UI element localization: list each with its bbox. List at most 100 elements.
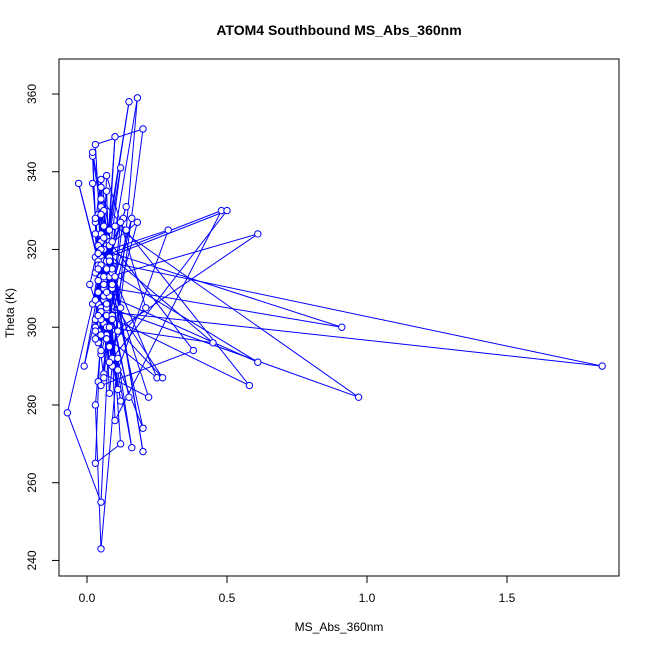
data-point (102, 265, 111, 273)
data-point (111, 272, 119, 281)
data-point (91, 327, 100, 335)
series-segment (109, 210, 228, 363)
data-point (97, 346, 105, 355)
series-segment (98, 210, 228, 262)
data-point (91, 459, 100, 467)
data-point (102, 335, 111, 343)
data-point (97, 331, 105, 339)
data-point (111, 222, 119, 230)
data-point (114, 366, 122, 374)
data-point (105, 342, 114, 351)
data-point (128, 214, 136, 223)
data-point (116, 218, 125, 226)
data-point (254, 230, 262, 238)
data-point (97, 195, 105, 203)
data-point (114, 385, 122, 394)
data-point (102, 187, 111, 195)
y-tick-label: 320 (25, 239, 39, 259)
series-segment (100, 210, 222, 258)
data-point (100, 280, 108, 289)
data-point (91, 335, 100, 343)
data-point (97, 498, 105, 506)
series-segment (98, 303, 359, 398)
data-point (97, 175, 105, 184)
data-point (94, 288, 102, 296)
series-segment (114, 225, 359, 398)
data-point (97, 381, 105, 390)
data-point (63, 409, 72, 417)
chart-title: ATOM4 Southbound MS_Abs_360nm (216, 22, 461, 38)
data-point (111, 133, 119, 141)
data-point (125, 393, 133, 401)
data-point (94, 276, 102, 285)
data-point (105, 257, 114, 265)
data-point (102, 288, 111, 296)
x-tick-label: 0.0 (79, 591, 96, 605)
data-point (128, 444, 136, 452)
data-point (97, 183, 105, 191)
data-point (91, 296, 100, 304)
y-tick-label: 260 (25, 472, 39, 492)
data-point (116, 164, 125, 172)
data-point (91, 401, 100, 409)
data-point (105, 389, 114, 398)
series-segment (109, 241, 194, 351)
data-point (100, 222, 108, 230)
data-point (164, 226, 172, 234)
series-segment (95, 443, 121, 464)
x-tick-label: 0.5 (219, 591, 236, 605)
data-point (91, 230, 100, 238)
data-point (100, 272, 108, 281)
y-tick-label: 340 (25, 161, 39, 181)
data-point (142, 304, 150, 312)
data-point (108, 237, 116, 246)
data-point (86, 280, 94, 289)
data-point (88, 148, 97, 156)
data-point (598, 362, 606, 370)
series-segment (103, 222, 122, 378)
data-point (88, 179, 97, 188)
data-point (100, 234, 108, 242)
data-point (80, 362, 88, 370)
data-point (102, 300, 111, 308)
data-point (108, 280, 116, 289)
data-point (158, 374, 167, 382)
series-segment (106, 326, 214, 344)
x-tick-label: 1.0 (359, 591, 376, 605)
series-segment (100, 248, 342, 328)
x-tick-label: 1.5 (499, 591, 516, 605)
data-point (108, 315, 116, 324)
data-point (105, 226, 114, 234)
series-segment (94, 404, 102, 549)
data-point (139, 125, 147, 133)
data-point (102, 171, 111, 180)
data-point (94, 265, 102, 273)
data-point (209, 339, 217, 347)
series-segment (106, 315, 250, 386)
data-point (97, 545, 105, 553)
data-point (125, 98, 133, 106)
series-segment (95, 128, 144, 145)
y-tick-label: 300 (25, 317, 39, 337)
y-tick-label: 240 (25, 550, 39, 570)
data-point (338, 323, 346, 331)
data-point (74, 179, 83, 188)
data-point (111, 416, 119, 425)
data-point (91, 214, 100, 223)
data-point (114, 354, 122, 363)
series-segment (66, 412, 102, 503)
data-point (144, 393, 153, 401)
plot-box (58, 58, 620, 577)
data-point (223, 206, 231, 215)
data-point (94, 249, 102, 258)
data-point (94, 311, 102, 320)
y-tick-label: 280 (25, 395, 39, 415)
y-axis-label: Theta (K) (3, 288, 17, 338)
data-point (245, 381, 254, 390)
data-point (254, 358, 262, 366)
data-point (189, 346, 198, 355)
data-point (114, 327, 122, 335)
series-layer (63, 94, 606, 553)
data-point (116, 304, 125, 312)
